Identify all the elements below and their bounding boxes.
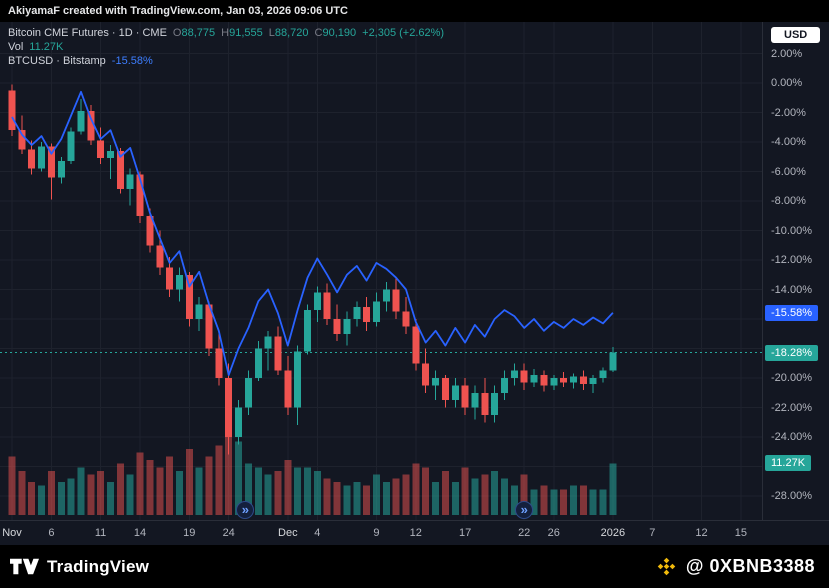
time-axis-label: 26 bbox=[547, 527, 560, 539]
attribution-text: AkiyamaF created with TradingView.com, J… bbox=[8, 5, 348, 17]
time-axis-label: 2026 bbox=[600, 527, 626, 539]
volume-legend-row[interactable]: Vol 11.27K bbox=[8, 41, 444, 54]
time-axis-label: 9 bbox=[373, 527, 380, 539]
time-axis-label: Nov bbox=[2, 527, 22, 539]
close-value: C90,190 bbox=[314, 27, 357, 39]
price-axis-label: -22.00% bbox=[771, 401, 812, 414]
close-price-label: -18.28% bbox=[765, 344, 818, 361]
currency-toggle-button[interactable]: USD bbox=[771, 27, 821, 43]
price-axis-label: -6.00% bbox=[771, 165, 806, 178]
price-axis[interactable]: USD 2.00% 0.00% -2.00% -4.00% -6.00% -8.00% -1… bbox=[762, 22, 829, 520]
low-value: L88,720 bbox=[268, 27, 309, 39]
price-axis-label: -8.00% bbox=[771, 195, 806, 207]
tradingview-logo-icon bbox=[10, 558, 39, 575]
volume-axis-label: 11.27K bbox=[765, 455, 812, 472]
price-axis-label: -2.00% bbox=[771, 106, 806, 119]
change-value: +2,305 (+2.62%) bbox=[362, 27, 445, 39]
price-axis-label: -28.00% bbox=[771, 490, 812, 502]
time-axis-label: 15 bbox=[734, 527, 748, 539]
price-axis-label: -12.00% bbox=[771, 254, 812, 266]
price-axis-label: -24.00% bbox=[771, 431, 812, 443]
symbol-title[interactable]: Bitcoin CME Futures · 1D · CME bbox=[8, 27, 167, 39]
time-axis-label: 24 bbox=[222, 527, 235, 539]
compare-legend-row[interactable]: BTCUSD · Bitstamp -15.58% bbox=[8, 55, 444, 68]
chart-area[interactable]: Bitcoin CME Futures · 1D · CME O88,775 H… bbox=[0, 22, 829, 545]
price-axis-label: -20.00% bbox=[771, 372, 812, 384]
time-axis[interactable]: Nov 6 11 14 19 24 Dec 4 9 12 17 22 26 2026 7 12 15 bbox=[0, 520, 829, 545]
time-axis-label: 11 bbox=[94, 527, 107, 539]
chart-legend: Bitcoin CME Futures · 1D · CME O88,775 H… bbox=[8, 27, 444, 69]
binance-logo-icon bbox=[657, 557, 676, 576]
footer-bar: TradingView @ 0XBNB3388 bbox=[0, 545, 829, 588]
gap-marker-icon[interactable]: » bbox=[236, 501, 255, 519]
time-axis-label: 17 bbox=[458, 527, 472, 539]
tradingview-brand[interactable]: TradingView bbox=[10, 557, 149, 577]
compare-price-label: -15.58% bbox=[765, 304, 818, 321]
price-axis-label: -10.00% bbox=[771, 224, 812, 237]
gap-marker-icon[interactable]: » bbox=[515, 501, 534, 519]
volume-legend-value: 11.27K bbox=[29, 41, 64, 53]
volume-legend-label: Vol bbox=[8, 41, 24, 53]
open-value: O88,775 bbox=[172, 27, 216, 39]
time-tick-container: Nov 6 11 14 19 24 Dec 4 9 12 17 22 26 2026 7 12 15 bbox=[0, 521, 762, 545]
compare-change-value: -15.58% bbox=[111, 55, 153, 67]
time-axis-label: 12 bbox=[409, 527, 422, 539]
time-axis-label: Dec bbox=[278, 527, 298, 539]
symbol-legend-row[interactable]: Bitcoin CME Futures · 1D · CME O88,775 H… bbox=[8, 27, 444, 40]
time-axis-label: 22 bbox=[518, 527, 531, 539]
watermark: @ 0XBNB3388 bbox=[656, 556, 815, 577]
attribution-bar: AkiyamaF created with TradingView.com, J… bbox=[0, 0, 829, 22]
watermark-text: @ 0XBNB3388 bbox=[685, 556, 815, 576]
price-axis-label: -4.00% bbox=[771, 136, 806, 148]
time-axis-label: 14 bbox=[133, 527, 147, 539]
price-axis-label: 0.00% bbox=[771, 77, 803, 89]
time-axis-label: 4 bbox=[314, 527, 321, 539]
high-value: H91,555 bbox=[221, 27, 263, 39]
time-axis-label: 6 bbox=[48, 527, 55, 539]
time-axis-label: 12 bbox=[695, 527, 708, 539]
time-axis-label: 7 bbox=[649, 527, 656, 539]
price-axis-label: 2.00% bbox=[771, 47, 803, 60]
brand-name: TradingView bbox=[47, 556, 150, 576]
time-axis-label: 19 bbox=[183, 527, 196, 539]
price-axis-label: -14.00% bbox=[771, 283, 812, 296]
candlestick-chart[interactable] bbox=[0, 22, 762, 520]
compare-symbol-title: BTCUSD · Bitstamp bbox=[8, 55, 106, 67]
